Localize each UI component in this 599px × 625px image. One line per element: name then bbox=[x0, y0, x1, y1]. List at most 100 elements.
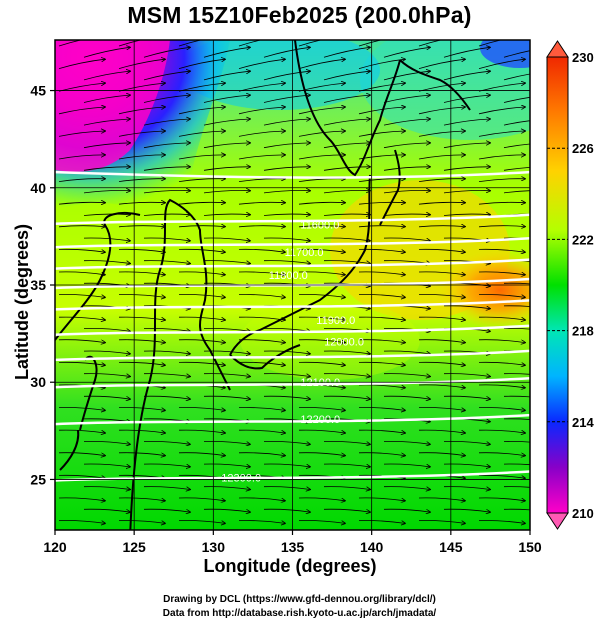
streamline bbox=[58, 40, 83, 47]
streamline bbox=[178, 497, 225, 501]
streamline bbox=[118, 497, 165, 501]
streamline bbox=[443, 486, 490, 490]
streamline bbox=[443, 167, 490, 171]
streamline bbox=[58, 271, 105, 275]
streamline bbox=[503, 418, 530, 420]
streamline bbox=[58, 107, 105, 115]
streamline bbox=[383, 463, 430, 467]
streamline bbox=[478, 271, 525, 275]
streamline bbox=[203, 373, 250, 377]
streamline bbox=[298, 294, 345, 298]
streamline bbox=[263, 486, 310, 490]
streamline bbox=[143, 463, 190, 467]
streamline bbox=[143, 237, 190, 241]
streamline bbox=[418, 520, 465, 524]
streamline bbox=[238, 520, 285, 524]
streamline bbox=[503, 373, 530, 375]
streamline bbox=[358, 226, 405, 227]
coastlines bbox=[55, 40, 471, 530]
streamline bbox=[263, 463, 310, 467]
height-contour bbox=[55, 170, 530, 179]
streamline bbox=[263, 119, 310, 126]
colorbar-bottom-triangle bbox=[546, 512, 569, 530]
streamline bbox=[418, 131, 465, 137]
streamline bbox=[358, 294, 405, 298]
y-tick-label: 45 bbox=[30, 83, 46, 99]
streamline bbox=[323, 350, 370, 354]
streamline bbox=[238, 226, 285, 227]
streamline bbox=[178, 131, 225, 137]
streamline bbox=[203, 95, 250, 103]
streamline bbox=[58, 520, 105, 524]
streamline bbox=[58, 339, 105, 343]
streamline bbox=[58, 361, 105, 365]
streamline bbox=[58, 429, 105, 433]
streamline bbox=[118, 226, 165, 227]
streamline bbox=[298, 131, 345, 137]
streamline bbox=[263, 260, 310, 264]
streamline bbox=[478, 497, 525, 501]
streamline bbox=[118, 361, 165, 365]
streamline bbox=[238, 59, 285, 69]
streamline bbox=[178, 316, 225, 320]
streamline bbox=[143, 190, 190, 194]
streamline bbox=[383, 167, 430, 171]
streamline bbox=[118, 520, 165, 524]
streamline bbox=[238, 452, 285, 456]
streamline bbox=[478, 248, 525, 252]
height-contour bbox=[55, 299, 530, 311]
streamline bbox=[323, 508, 370, 512]
streamline bbox=[383, 47, 430, 58]
streamline bbox=[204, 532, 250, 535]
streamline bbox=[298, 226, 345, 227]
contour-label: 12200.0 bbox=[300, 414, 340, 426]
streamline bbox=[418, 339, 465, 343]
streamline bbox=[58, 452, 105, 456]
streamline bbox=[83, 47, 130, 58]
streamline bbox=[178, 40, 203, 47]
streamline bbox=[298, 361, 345, 365]
streamline bbox=[503, 486, 530, 488]
streamline bbox=[178, 520, 225, 524]
streamline bbox=[118, 452, 165, 456]
streamline bbox=[143, 71, 190, 81]
streamline bbox=[418, 429, 465, 433]
streamline bbox=[178, 59, 225, 69]
streamline bbox=[418, 407, 465, 411]
streamline bbox=[418, 294, 465, 298]
y-tick-label: 30 bbox=[30, 374, 46, 390]
streamline bbox=[118, 271, 165, 275]
streamline bbox=[58, 155, 105, 160]
streamline bbox=[238, 271, 285, 275]
streamline bbox=[203, 237, 250, 241]
streamline bbox=[478, 316, 525, 320]
streamline bbox=[203, 508, 250, 512]
streamline bbox=[383, 95, 430, 103]
streamline bbox=[263, 214, 310, 215]
streamline bbox=[118, 155, 165, 160]
x-tick-label: 120 bbox=[43, 539, 67, 555]
y-tick-label: 35 bbox=[30, 277, 46, 293]
streamline bbox=[503, 73, 530, 81]
streamline bbox=[443, 441, 490, 444]
streamline bbox=[443, 47, 490, 58]
streamline bbox=[478, 131, 525, 137]
streamline bbox=[418, 248, 465, 252]
height-contour bbox=[55, 413, 530, 426]
height-contours bbox=[55, 170, 530, 482]
streamline bbox=[58, 59, 105, 69]
streamline bbox=[358, 59, 405, 69]
x-axis-ticks: 120 125 130 135 140 145 150 bbox=[43, 530, 542, 555]
streamline bbox=[478, 294, 525, 298]
streamline bbox=[418, 361, 465, 365]
streamline bbox=[323, 119, 370, 126]
streamline bbox=[83, 395, 130, 399]
streamline bbox=[203, 486, 250, 490]
streamline bbox=[418, 271, 465, 275]
streamline bbox=[503, 508, 530, 511]
streamline bbox=[358, 248, 405, 252]
streamline bbox=[323, 373, 370, 377]
streamline bbox=[178, 226, 225, 227]
streamline bbox=[238, 497, 285, 501]
streamline bbox=[503, 96, 530, 103]
